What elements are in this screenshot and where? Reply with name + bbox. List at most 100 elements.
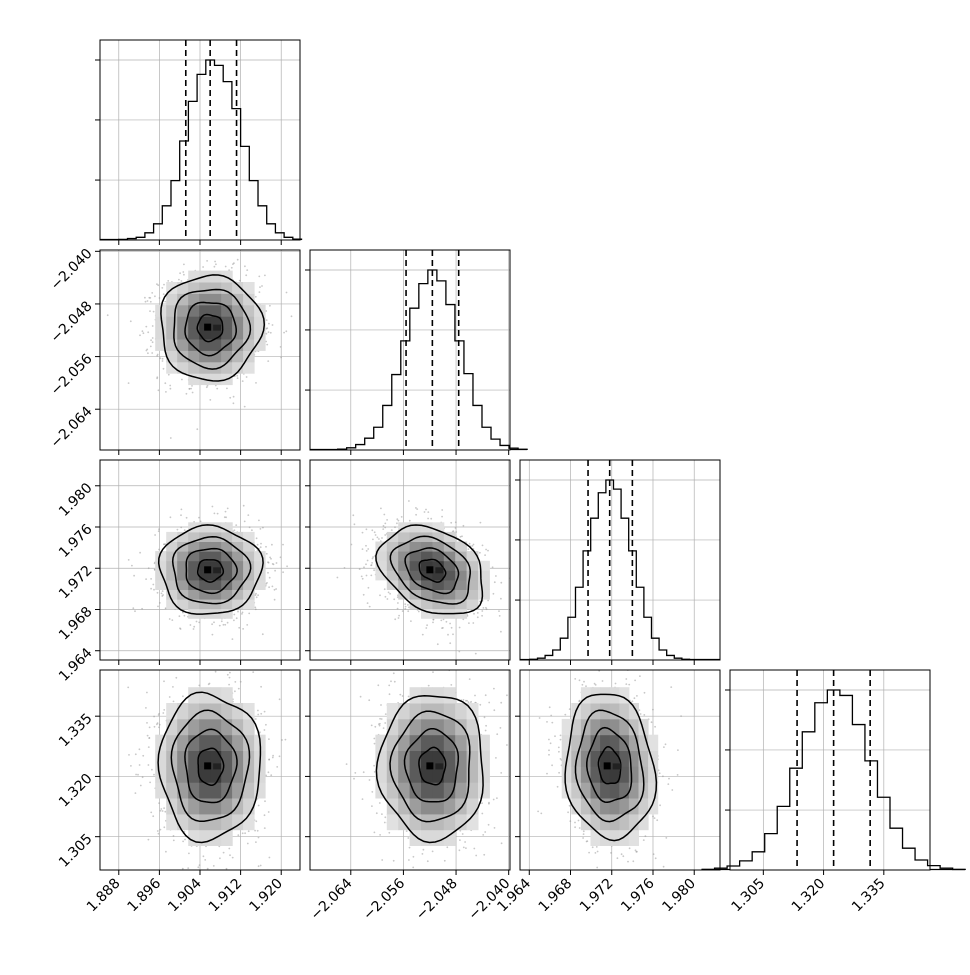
density-cell — [398, 718, 411, 736]
sample-point — [251, 237, 253, 239]
density-cell — [155, 560, 167, 571]
sample-point — [365, 563, 367, 566]
sample-point — [496, 733, 499, 736]
density-cell — [243, 782, 255, 799]
sample-point — [404, 607, 407, 610]
sample-point — [251, 529, 253, 532]
sample-point — [198, 864, 201, 866]
sample-point — [161, 287, 164, 289]
density-cell — [177, 750, 189, 767]
sample-point — [407, 837, 410, 839]
x-tick-label: 1.912 — [206, 876, 246, 916]
sample-point — [442, 618, 445, 621]
sample-point — [268, 322, 270, 325]
sample-point — [380, 718, 383, 720]
density-cell — [409, 579, 422, 590]
density-cell — [466, 798, 479, 815]
sample-point — [161, 595, 164, 597]
density-cell — [188, 361, 200, 374]
sample-point — [367, 548, 370, 550]
density-cell — [409, 798, 422, 815]
sample-point — [452, 633, 454, 636]
sample-point — [179, 272, 182, 275]
sample-point — [559, 738, 562, 741]
sample-point — [479, 703, 482, 706]
sample-point — [229, 854, 231, 857]
sample-point — [484, 729, 487, 732]
density-cell — [409, 570, 422, 581]
density-peak — [213, 763, 222, 770]
pair-panel-content — [127, 504, 288, 640]
sample-point — [500, 630, 502, 633]
sample-point — [361, 577, 364, 580]
sample-point — [267, 360, 270, 362]
sample-point — [154, 295, 156, 298]
density-cell — [243, 798, 255, 815]
density-cell — [254, 327, 266, 340]
contour-level-2 — [574, 709, 645, 823]
density-cell — [619, 798, 630, 815]
density-cell — [571, 718, 582, 736]
density-cell — [375, 560, 388, 571]
density-cell — [210, 579, 222, 590]
sample-point — [179, 627, 181, 630]
sample-point — [254, 350, 257, 353]
sample-point — [665, 837, 668, 839]
sample-point — [159, 828, 162, 831]
density-cell — [210, 327, 222, 340]
sample-point — [259, 286, 261, 288]
sample-point — [350, 543, 353, 546]
density-cell — [177, 718, 189, 736]
density-cell — [580, 782, 591, 799]
sample-point — [207, 683, 210, 686]
density-cell — [221, 589, 233, 600]
sample-point — [594, 684, 597, 686]
sample-point — [353, 777, 355, 780]
sample-point — [273, 588, 276, 591]
density-peak — [435, 763, 444, 770]
sample-point — [422, 848, 425, 851]
sample-point — [634, 849, 637, 852]
sample-point — [485, 724, 487, 727]
sample-point — [468, 678, 471, 680]
density-cell — [221, 734, 233, 751]
sample-point — [415, 507, 417, 509]
density-cell — [466, 570, 479, 581]
density-cell — [455, 599, 468, 610]
pair-panel-content — [537, 670, 682, 870]
contour-level-1 — [184, 728, 238, 804]
sample-point — [485, 606, 487, 609]
sample-point — [231, 856, 234, 859]
sample-point — [425, 627, 428, 629]
density-cell — [580, 750, 591, 767]
density-cell — [443, 579, 456, 590]
sample-point — [653, 817, 656, 819]
sample-point — [168, 696, 171, 698]
density-cell — [188, 766, 200, 783]
sample-point — [500, 701, 503, 704]
sample-point — [283, 331, 285, 334]
sample-point — [554, 735, 556, 738]
contour-level-0 — [597, 746, 622, 785]
sample-point — [281, 739, 283, 741]
sample-point — [238, 279, 241, 282]
density-cell — [398, 531, 411, 542]
density-cell — [580, 766, 591, 783]
sample-point — [256, 829, 259, 832]
density-cell — [188, 750, 200, 767]
density-peak — [612, 763, 621, 770]
sample-point — [163, 807, 166, 809]
density-cell — [455, 703, 468, 720]
sample-point — [362, 593, 365, 596]
sample-point — [273, 598, 276, 601]
density-cell — [619, 750, 630, 767]
density-cell — [166, 782, 178, 799]
sample-point — [241, 611, 244, 614]
sample-point — [379, 594, 381, 597]
density-cell — [648, 734, 659, 751]
density-cell — [609, 813, 620, 831]
density-cell — [443, 560, 456, 571]
density-cell — [421, 541, 433, 552]
sample-point — [450, 521, 453, 524]
sample-point — [237, 687, 240, 690]
